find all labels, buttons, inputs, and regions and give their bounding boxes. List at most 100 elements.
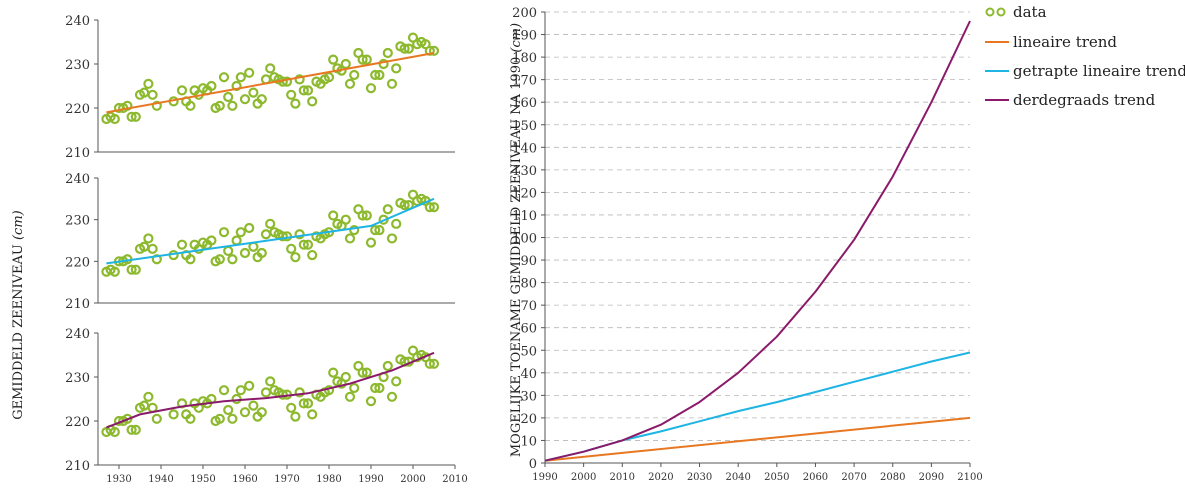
- y-tick-label: 230: [65, 58, 90, 73]
- data-point: [370, 382, 381, 394]
- data-point: [176, 239, 188, 250]
- data-point: [357, 54, 368, 65]
- data-point: [286, 402, 297, 413]
- data-point: [328, 367, 339, 378]
- y-tick-label: 210: [65, 146, 90, 161]
- data-point: [109, 426, 120, 438]
- y-tick-label: 230: [65, 214, 90, 229]
- data-point: [428, 358, 440, 369]
- legend-marker-data: [996, 7, 1006, 17]
- y-tick-label: 50: [520, 344, 537, 359]
- data-point: [323, 72, 335, 83]
- data-point: [361, 210, 372, 221]
- data-point: [143, 233, 154, 244]
- x-tick-label: 2000: [571, 472, 596, 483]
- data-point: [386, 391, 398, 402]
- legend-label: getrapte lineaire trend: [1013, 62, 1185, 80]
- left-y-axis-label-unit: (cm): [11, 210, 26, 240]
- x-tick-label: 2040: [725, 472, 750, 483]
- data-point: [235, 227, 246, 238]
- data-point: [256, 247, 267, 259]
- data-point: [256, 407, 267, 418]
- data-point: [361, 54, 372, 65]
- data-point: [290, 98, 301, 109]
- data-point: [307, 249, 318, 261]
- data-point: [244, 222, 255, 234]
- data-point: [428, 202, 440, 213]
- y-tick-label: 30: [520, 389, 537, 404]
- data-point: [231, 80, 242, 92]
- left-y-axis-label: GEMIDDELD ZEENIVEAU (cm): [11, 210, 26, 420]
- data-point: [265, 63, 276, 74]
- data-point: [361, 367, 372, 378]
- data-point: [277, 231, 288, 242]
- y-tick-label: 0: [529, 457, 537, 472]
- y-tick-label: 200: [512, 6, 537, 21]
- data-point: [302, 239, 314, 250]
- data-point: [344, 391, 356, 402]
- data-point: [126, 111, 137, 122]
- data-point: [374, 69, 385, 81]
- data-point: [239, 247, 251, 259]
- data-point: [147, 89, 158, 100]
- y-tick-label: 230: [65, 371, 90, 386]
- y-tick-label: 110: [512, 209, 537, 224]
- y-tick-label: 210: [65, 459, 90, 474]
- y-tick-label: 60: [520, 322, 537, 337]
- data-point: [349, 69, 360, 81]
- data-point: [298, 398, 309, 409]
- x-tick-label: 2100: [957, 472, 982, 483]
- x-tick-label: 2070: [841, 472, 866, 483]
- x-tick-label: 1960: [232, 474, 257, 485]
- data-point: [265, 218, 276, 229]
- x-tick-label: 2050: [764, 472, 789, 483]
- trend-line: [106, 52, 435, 114]
- y-tick-label: 10: [520, 434, 537, 449]
- y-tick-label: 100: [512, 232, 537, 247]
- data-point: [126, 264, 137, 275]
- data-point: [227, 254, 238, 265]
- data-point: [294, 387, 305, 398]
- data-point: [244, 67, 255, 78]
- data-point: [126, 424, 137, 435]
- y-tick-label: 180: [512, 51, 537, 66]
- data-point: [382, 360, 393, 372]
- data-point: [365, 83, 377, 94]
- data-point: [382, 47, 393, 59]
- data-point: [370, 69, 381, 81]
- data-point: [248, 87, 259, 98]
- data-point: [223, 245, 234, 257]
- x-tick-label: 1970: [274, 474, 299, 485]
- legend-label-data: data: [1013, 3, 1047, 21]
- data-point: [130, 264, 141, 275]
- y-tick-label: 220: [65, 415, 90, 430]
- data-point: [214, 100, 225, 111]
- data-point: [206, 235, 217, 246]
- data-point: [344, 78, 356, 89]
- x-tick-label: 1950: [190, 474, 215, 485]
- y-tick-label: 150: [512, 119, 537, 134]
- data-point: [185, 413, 196, 424]
- y-tick-label: 170: [512, 74, 537, 89]
- data-point: [386, 233, 398, 244]
- data-point: [277, 389, 288, 400]
- data-point: [231, 235, 242, 246]
- data-point: [294, 229, 305, 240]
- x-tick-label: 1980: [316, 474, 341, 485]
- data-point: [218, 227, 230, 238]
- data-point: [223, 404, 234, 416]
- data-point: [244, 380, 255, 391]
- x-tick-label: 2010: [442, 474, 467, 485]
- right-y-axis-label: MOGELIJKE TOENAME GEMIDDELD ZEENIVEAU NA…: [509, 23, 524, 457]
- panel-top: 210 220 230 240: [65, 14, 455, 161]
- data-point: [403, 43, 414, 54]
- data-point: [424, 358, 435, 369]
- y-tick-label: 240: [65, 14, 90, 29]
- data-point: [286, 243, 297, 254]
- y-tick-label: 240: [65, 327, 90, 342]
- data-point: [399, 199, 410, 211]
- x-tick-label: 1990: [358, 474, 383, 485]
- data-point: [378, 58, 389, 70]
- x-tick-label: 1990: [532, 472, 557, 483]
